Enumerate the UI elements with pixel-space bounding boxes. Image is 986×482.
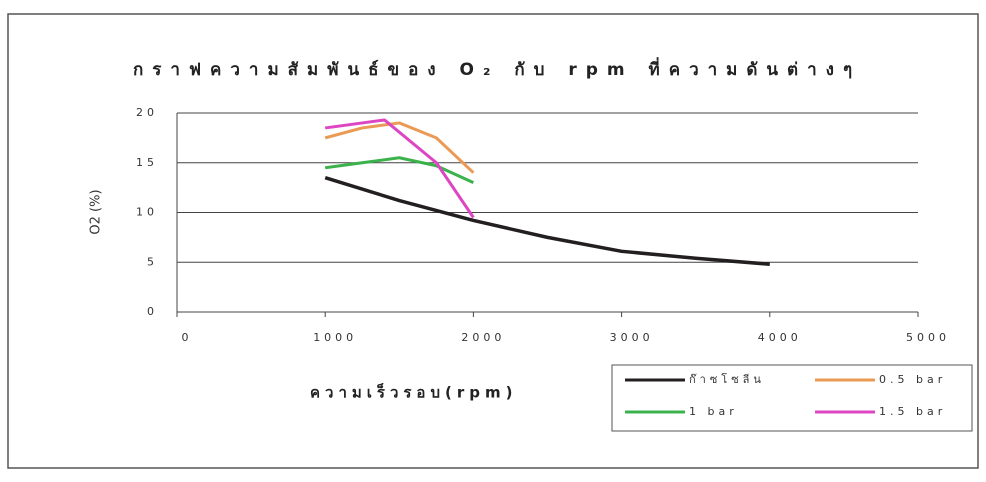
y-axis-title: O2 (%) <box>89 189 104 234</box>
series-line <box>324 121 475 174</box>
legend-label: 1 bar <box>689 405 738 418</box>
legend-label: ก๊าซโซลีน <box>689 372 765 386</box>
legend-box <box>611 364 973 432</box>
y-tick-label: 0 <box>147 305 158 318</box>
x-tick-label: 2000 <box>461 331 505 344</box>
series-line <box>325 156 475 185</box>
y-tick-label: 15 <box>136 156 158 169</box>
series-line <box>324 176 770 266</box>
legend-label: 1.5 bar <box>879 405 946 418</box>
legend-label: 0.5 bar <box>879 373 946 386</box>
x-tick-label: 0 <box>182 331 193 344</box>
chart-title: กราฟความสัมพันธ์ของ O₂ กับ rpm ที่ความดั… <box>133 57 861 80</box>
y-tick-label: 20 <box>136 106 158 119</box>
y-tick-label: 5 <box>147 255 158 268</box>
x-axis-title: ความเร็วรอบ(rpm) <box>310 383 517 402</box>
x-tick-label: 4000 <box>758 331 802 344</box>
x-tick-label: 3000 <box>610 331 654 344</box>
y-tick-label: 10 <box>136 206 158 219</box>
series-line <box>325 118 475 219</box>
chart-frame <box>7 13 979 469</box>
x-tick-label: 5000 <box>906 331 950 344</box>
x-tick-label: 1000 <box>313 331 357 344</box>
